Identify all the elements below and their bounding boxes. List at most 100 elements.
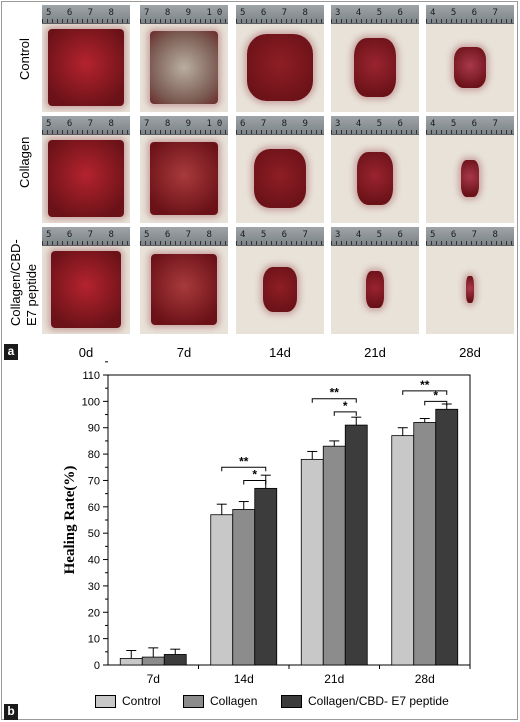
ruler: 4 5 6 7 8 [426, 5, 514, 24]
ruler-numbers: 3 4 5 6 7 [335, 119, 419, 129]
ruler-ticks [236, 241, 324, 245]
wound-photo-control-7d: 7 8 9 10 11 12 [140, 5, 228, 112]
legend-swatch-control [95, 694, 116, 708]
ruler: 4 5 6 7 8 9 [236, 227, 324, 246]
wound-area [247, 34, 313, 101]
ruler: 7 8 9 10 11 12 [140, 5, 228, 24]
ruler-numbers: 7 8 9 10 11 12 [144, 8, 228, 18]
ruler-ticks [42, 19, 130, 23]
y-tick-label: 100 [82, 396, 100, 408]
wound-area [356, 151, 394, 206]
ruler: 5 6 7 8 9 10 [42, 5, 130, 24]
panel-a-tag: a [4, 344, 18, 360]
y-tick-label: 70 [88, 475, 100, 487]
panel-b-tag: b [4, 704, 18, 720]
wound-photo-peptide-7d: 5 6 7 8 9 10 [140, 227, 228, 334]
y-tick-label: 90 [88, 423, 100, 435]
bar-collagen-cbd-e7-peptide-28d [435, 408, 459, 666]
bar-collagen-cbd-e7-peptide-14d [254, 487, 278, 666]
wound-photo-control-21d: 3 4 5 6 7 [331, 5, 419, 112]
wound-area [366, 271, 384, 308]
significance-label: * [433, 388, 438, 402]
significance-label: ** [239, 454, 249, 468]
ruler-ticks [140, 130, 228, 134]
significance-bracket [424, 400, 448, 406]
ruler: 5 6 7 8 9 [426, 227, 514, 246]
wound-area [465, 275, 475, 304]
wound-area [353, 38, 397, 97]
significance-bracket [311, 398, 357, 403]
significance-label: * [252, 467, 257, 481]
ruler: 3 4 5 6 7 [331, 5, 419, 24]
ruler-numbers: 6 7 8 9 10 11 [240, 119, 324, 129]
legend-swatch-collagen [183, 694, 204, 708]
x-tick-label-7d: 7d [147, 672, 160, 686]
ruler-numbers: 5 6 7 8 9 10 [240, 8, 324, 18]
ruler-numbers: 5 6 7 8 9 10 [144, 230, 228, 240]
ruler-ticks [331, 130, 419, 134]
bar-collagen-cbd-e7-peptide-21d [344, 424, 368, 666]
legend-swatch-peptide [281, 694, 302, 708]
ruler-ticks [42, 241, 130, 245]
legend-label-peptide: Collagen/CBD- E7 peptide [308, 694, 449, 708]
legend-item-collagen: Collagen [183, 694, 257, 708]
ruler-numbers: 4 5 6 7 8 [430, 119, 514, 129]
wound-area [454, 47, 486, 88]
wound-photo-peptide-14d: 4 5 6 7 8 9 [236, 227, 324, 334]
bar-collagen-cbd-e7-peptide-7d [163, 654, 187, 666]
ruler-ticks [331, 19, 419, 23]
ruler: 7 8 9 10 11 12 [140, 116, 228, 135]
ruler-numbers: 7 8 9 10 11 12 [144, 119, 228, 129]
ruler: 3 4 5 6 7 [331, 227, 419, 246]
wound-photo-control-14d: 5 6 7 8 9 10 [236, 5, 324, 112]
bar-control-7d [119, 658, 143, 666]
wound-photo-control-0d: 5 6 7 8 9 10 [42, 5, 130, 112]
ruler-ticks [140, 241, 228, 245]
healing-rate-bar-chart: 0 10 20 30 40 50 60 70 80 90 100 110 Healing Rate(%)… [62, 361, 471, 686]
significance-bracket [402, 390, 448, 395]
row-label-control: Control [17, 38, 32, 80]
wound-photo-peptide-0d: 5 6 7 8 9 10 [42, 227, 130, 334]
day-label-28d: 28d [459, 345, 481, 360]
ruler: 6 7 8 9 10 11 [236, 116, 324, 135]
ruler-numbers: 5 6 7 8 9 10 [46, 119, 130, 129]
wound-area [48, 139, 124, 217]
y-tick-label: 110 [82, 370, 100, 382]
legend-item-peptide: Collagen/CBD- E7 peptide [281, 694, 449, 708]
ruler-ticks [140, 19, 228, 23]
bar-control-21d [300, 458, 324, 666]
y-tick-label: 30 [88, 581, 100, 593]
significance-bracket [333, 411, 357, 416]
bar-collagen-21d [322, 445, 346, 666]
legend-label-collagen: Collagen [210, 694, 258, 708]
wound-area [50, 250, 122, 328]
ruler: 5 6 7 8 9 10 [140, 227, 228, 246]
y-tick-label: 40 [88, 555, 100, 567]
ruler-ticks [426, 19, 514, 23]
ruler-numbers: 5 6 7 8 9 [430, 230, 514, 240]
wound-photo-collagen-14d: 6 7 8 9 10 11 [236, 116, 324, 223]
ruler-ticks [236, 130, 324, 134]
ruler-ticks [42, 130, 130, 134]
bar-collagen-14d [232, 509, 256, 666]
day-label-21d: 21d [364, 345, 386, 360]
legend-item-control: Control [95, 694, 161, 708]
row-label-peptide-line-1: Collagen/CBD- [8, 239, 23, 326]
significance-label: ** [420, 378, 430, 392]
day-label-0d: 0d [78, 345, 94, 360]
y-axis-label: Healing Rate(%) [62, 466, 78, 575]
ruler: 4 5 6 7 8 [426, 116, 514, 135]
day-label-7d: 7d [176, 345, 192, 360]
ruler-numbers: 4 5 6 7 8 [430, 8, 514, 18]
wound-photo-collagen-0d: 5 6 7 8 9 10 [42, 116, 130, 223]
wound-photo-control-28d: 4 5 6 7 8 [426, 5, 514, 112]
wound-area [149, 142, 219, 215]
y-tick-label: 50 [88, 528, 100, 540]
ruler-ticks [426, 130, 514, 134]
wound-area [48, 28, 124, 106]
ruler-ticks [331, 241, 419, 245]
x-tick-label-21d: 21d [324, 672, 344, 686]
bar-collagen-28d [413, 422, 437, 666]
x-tick-label-14d: 14d [234, 672, 254, 686]
wound-photo-peptide-21d: 3 4 5 6 7 [331, 227, 419, 334]
